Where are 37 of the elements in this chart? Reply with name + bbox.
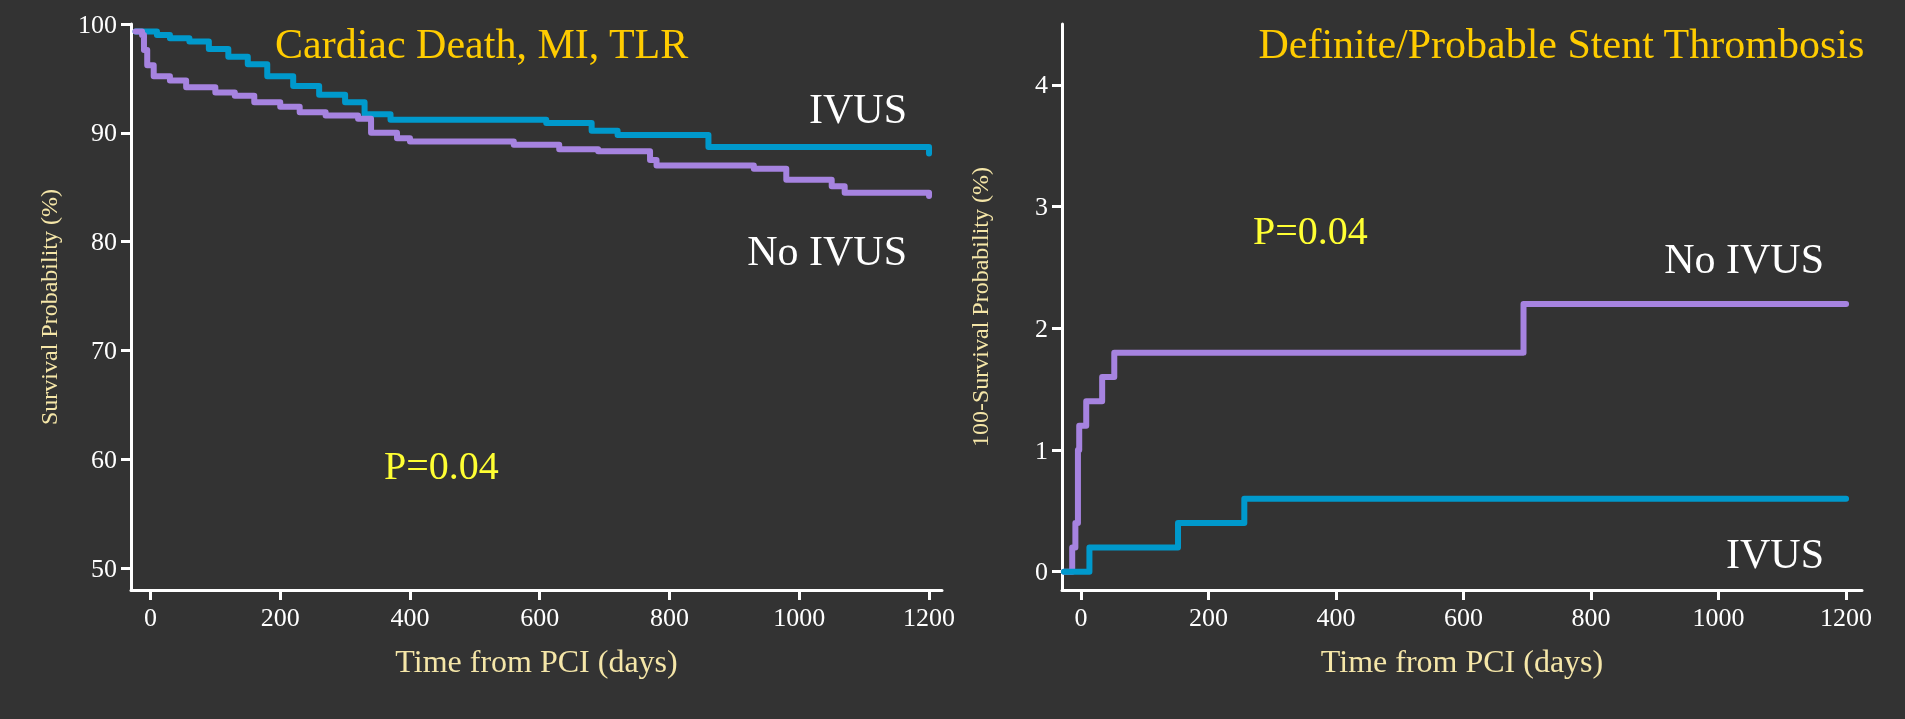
series-label: IVUS xyxy=(809,85,908,132)
annotation: P=0.04 xyxy=(384,442,499,488)
chart-title: Cardiac Death, MI, TLR xyxy=(275,21,689,67)
y-tick-label: 1 xyxy=(1035,435,1048,465)
y-tick-label: 70 xyxy=(91,336,117,366)
x-axis-title: Time from PCI (days) xyxy=(1320,643,1604,679)
y-tick-label: 90 xyxy=(91,118,117,148)
x-tick-label: 1000 xyxy=(773,602,826,632)
x-tick-label: 0 xyxy=(143,602,157,632)
x-tick-label: 400 xyxy=(1316,602,1356,632)
y-tick-label: 60 xyxy=(91,444,117,474)
x-tick-label: 1200 xyxy=(1820,602,1873,632)
y-tick-label: 80 xyxy=(91,227,117,257)
y-tick-label: 4 xyxy=(1035,70,1048,100)
x-tick-label: 0 xyxy=(1074,602,1088,632)
y-tick-label: 50 xyxy=(91,553,117,583)
y-tick-label: 0 xyxy=(1035,557,1048,587)
series-label: IVUS xyxy=(1726,530,1825,577)
series-label: No IVUS xyxy=(747,227,908,274)
x-tick-label: 1000 xyxy=(1692,602,1745,632)
y-tick-label: 2 xyxy=(1035,313,1048,343)
annotation: P=0.04 xyxy=(1252,207,1368,253)
y-tick-label: 3 xyxy=(1035,192,1048,222)
x-tick-label: 200 xyxy=(260,602,300,632)
chart-title: Definite/Probable Stent Thrombosis xyxy=(1258,21,1865,67)
y-axis-title: Survival Probability (%) xyxy=(36,189,62,425)
x-tick-label: 600 xyxy=(1444,602,1484,632)
y-tick-label: 100 xyxy=(78,9,117,39)
x-tick-label: 600 xyxy=(520,602,560,632)
y-axis-title: 100-Survival Probability (%) xyxy=(967,167,993,447)
x-tick-label: 400 xyxy=(390,602,430,632)
x-tick-label: 200 xyxy=(1189,602,1229,632)
series-label: No IVUS xyxy=(1664,235,1825,282)
x-tick-label: 800 xyxy=(1571,602,1611,632)
x-tick-label: 1200 xyxy=(903,602,956,632)
x-tick-label: 800 xyxy=(650,602,689,632)
x-axis-title: Time from PCI (days) xyxy=(395,643,678,679)
